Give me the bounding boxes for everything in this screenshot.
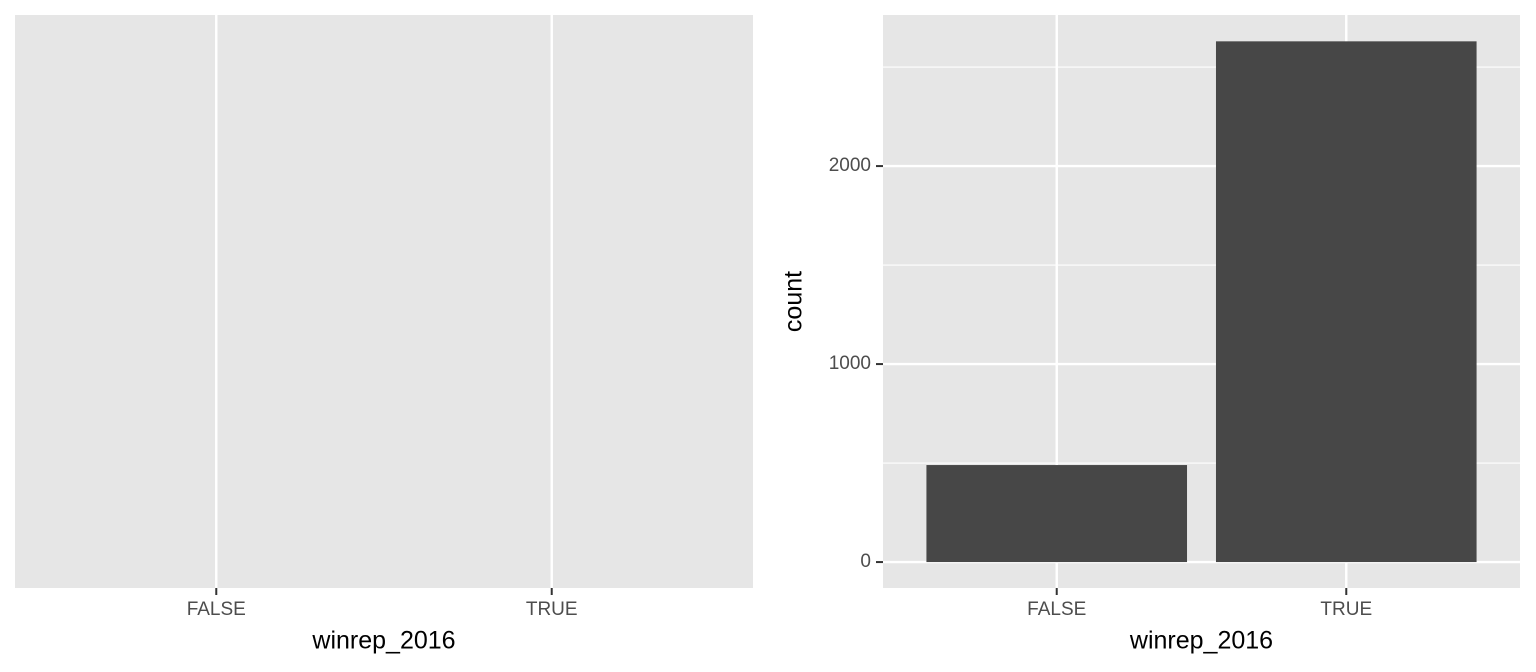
- bar: [926, 465, 1188, 563]
- x-tick-label: TRUE: [526, 599, 578, 620]
- panel-background: [15, 15, 753, 588]
- y-tick-label: 2000: [829, 155, 871, 176]
- y-tick-label: 0: [860, 551, 871, 572]
- bar: [1215, 41, 1477, 563]
- x-axis-title: winrep_2016: [311, 627, 455, 655]
- x-tick-label: FALSE: [187, 599, 246, 620]
- y-axis-title: count: [780, 271, 808, 332]
- x-axis-title: winrep_2016: [1129, 627, 1273, 655]
- x-tick-label: TRUE: [1320, 599, 1372, 620]
- x-tick-label: FALSE: [1027, 599, 1086, 620]
- y-tick-label: 1000: [829, 353, 871, 374]
